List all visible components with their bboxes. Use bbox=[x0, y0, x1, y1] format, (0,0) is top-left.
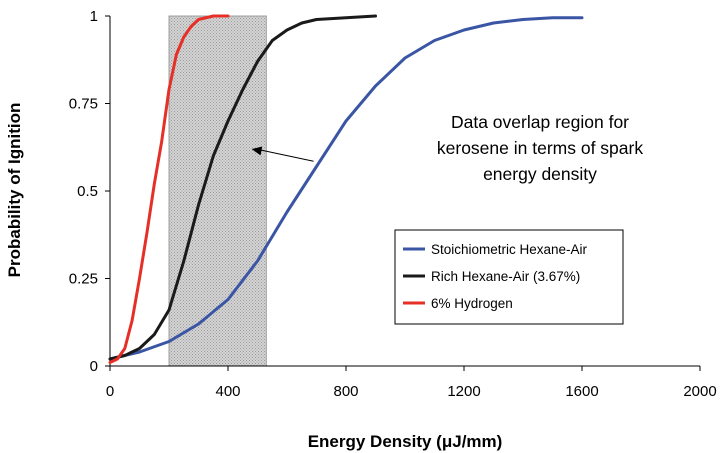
x-tick-label: 800 bbox=[333, 383, 358, 400]
shaded-overlap-region bbox=[168, 15, 267, 367]
x-tick-label: 1600 bbox=[565, 383, 598, 400]
x-tick-label: 1200 bbox=[447, 383, 480, 400]
annotation-line-3: energy density bbox=[483, 164, 597, 184]
annotation-arrow-head bbox=[251, 146, 263, 156]
legend-label-2: Rich Hexane-Air (3.67%) bbox=[431, 269, 580, 284]
y-tick-label: 0 bbox=[90, 358, 98, 375]
legend: Stoichiometric Hexane-Air Rich Hexane-Air… bbox=[394, 229, 624, 325]
y-tick-label: 0.25 bbox=[69, 271, 98, 288]
series-line-3 bbox=[108, 14, 230, 364]
y-axis-title: Probability of Ignition bbox=[5, 103, 24, 278]
annotation-arrow-shaft bbox=[257, 148, 314, 162]
plot-area: 0 0.25 0.5 0.75 1 0 400 800 1200 1600 2000 bbox=[69, 8, 717, 400]
legend-label-1: Stoichiometric Hexane-Air bbox=[431, 242, 588, 257]
x-tick-label: 400 bbox=[215, 383, 240, 400]
series-line-1 bbox=[108, 16, 584, 361]
y-tick-label: 0.75 bbox=[69, 96, 98, 113]
x-tick-label: 2000 bbox=[683, 383, 716, 400]
series-line-2 bbox=[108, 14, 377, 361]
x-tick-label: 0 bbox=[106, 383, 114, 400]
y-tick-label: 1 bbox=[90, 8, 98, 25]
annotation-line-1: Data overlap region for bbox=[451, 112, 629, 132]
x-axis-title: Energy Density (μJ/mm) bbox=[308, 432, 503, 451]
legend-label-3: 6% Hydrogen bbox=[431, 296, 513, 311]
annotation-line-2: kerosene in terms of spark bbox=[437, 138, 643, 158]
annotation: Data overlap region for kerosene in terms… bbox=[251, 112, 643, 184]
y-tick-label: 0.5 bbox=[77, 183, 98, 200]
legend-box bbox=[394, 229, 624, 325]
